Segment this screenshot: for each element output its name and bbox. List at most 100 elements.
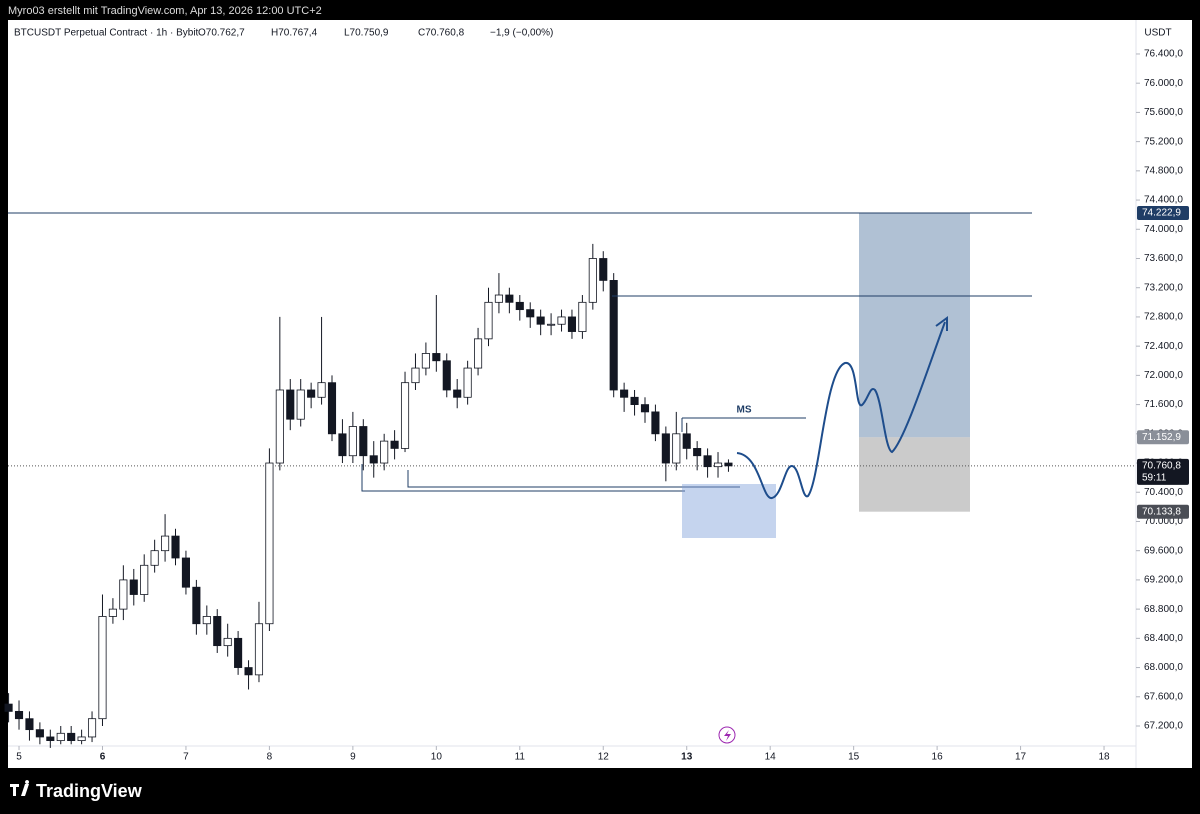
arrow-head xyxy=(935,316,948,331)
candle-body xyxy=(192,586,201,625)
ohlc: O70.762,7 H70.767,4 L70.750,9 C70.760,8 … xyxy=(198,28,553,39)
price-label-bg xyxy=(1137,458,1189,485)
price-label: 74.222,9 xyxy=(1142,208,1181,219)
candle-body xyxy=(547,323,556,326)
x-tick-label: 5 xyxy=(16,752,22,763)
currency: USDT xyxy=(1144,28,1171,39)
y-tick-label: 74.000,0 xyxy=(1144,224,1183,235)
candle-body xyxy=(234,637,243,668)
chart-bg xyxy=(8,20,1192,768)
candle-body xyxy=(317,382,326,398)
y-tick-label: 72.000,0 xyxy=(1144,370,1183,381)
ohlc-open: O70.762,7 xyxy=(198,28,245,39)
x-tick-label: 16 xyxy=(932,752,944,763)
candle-body xyxy=(567,316,577,332)
ohlc-low: L70.750,9 xyxy=(344,28,389,39)
x-tick-label: 8 xyxy=(267,752,273,763)
candle-body xyxy=(661,433,670,464)
x-tick-label: 12 xyxy=(598,752,610,763)
x-tick-label: 10 xyxy=(431,752,443,763)
y-tick-label: 70.000,0 xyxy=(1144,516,1183,527)
candle-body xyxy=(724,462,733,467)
candle-body xyxy=(265,462,274,625)
loss-zone xyxy=(859,437,970,512)
candle-body xyxy=(296,389,305,420)
y-tick-label: 69.600,0 xyxy=(1144,545,1183,556)
x-tick-label: 13 xyxy=(681,752,693,763)
symbol: BTCUSDT Perpetual Contract · 1h · Bybit xyxy=(14,28,199,39)
candle-body xyxy=(4,703,13,712)
candle-body xyxy=(161,535,170,552)
candle-body xyxy=(713,462,723,468)
y-tick-label: 72.800,0 xyxy=(1144,312,1183,323)
y-tick-label: 70.400,0 xyxy=(1144,487,1183,498)
candle-body xyxy=(526,309,535,318)
price-label-bg xyxy=(1137,504,1189,519)
x-tick-label: 11 xyxy=(515,752,526,763)
candle-body xyxy=(578,301,587,332)
price-label: 70.133,8 xyxy=(1142,506,1181,517)
candle-body xyxy=(557,316,566,325)
y-tick-label: 69.200,0 xyxy=(1144,575,1183,586)
x-tick-label: 17 xyxy=(1015,752,1027,763)
candle-body xyxy=(56,732,65,742)
projection-path xyxy=(736,321,946,499)
y-tick-label: 68.800,0 xyxy=(1144,604,1183,615)
low-line xyxy=(407,470,740,488)
price-label-bg xyxy=(1137,430,1189,445)
x-tick-label: 14 xyxy=(765,752,777,763)
credit: Myro03 erstellt mit TradingView.com, Apr… xyxy=(8,5,322,17)
y-tick-label: 76.000,0 xyxy=(1144,78,1183,89)
candle-body xyxy=(181,557,190,588)
y-tick-label: 73.200,0 xyxy=(1144,282,1183,293)
candle-body xyxy=(307,389,316,398)
candle-body xyxy=(213,616,222,647)
candle-body xyxy=(77,736,86,742)
y-tick-label: 75.200,0 xyxy=(1144,136,1183,147)
y-tick-label: 67.200,0 xyxy=(1144,721,1183,732)
ohlc-change: −1,9 (−0,00%) xyxy=(490,28,553,39)
candle-body xyxy=(171,535,180,559)
candle-body xyxy=(275,389,284,464)
candle-body xyxy=(129,579,138,595)
y-tick-label: 68.400,0 xyxy=(1144,633,1183,644)
ohlc-close: C70.760,8 xyxy=(418,28,465,39)
candle-body xyxy=(14,710,24,720)
candle-body xyxy=(474,338,483,369)
candle-body xyxy=(359,426,368,457)
candle-body xyxy=(588,258,597,303)
drawings xyxy=(8,212,1136,512)
candle-body xyxy=(400,382,410,449)
candle-body xyxy=(620,389,629,398)
demand-zone xyxy=(682,484,776,538)
candle-body xyxy=(536,316,545,325)
candle-body xyxy=(369,455,378,464)
candle-body xyxy=(672,433,681,464)
candle-body xyxy=(463,367,472,398)
x-tick-label: 6 xyxy=(100,752,106,763)
candle-body xyxy=(348,426,357,457)
price-axis: 67.200,0 67.600,0 68.000,0 68.400,0 68.800,0… xyxy=(16,49,1189,763)
candle-body xyxy=(599,258,608,281)
candle-body xyxy=(453,389,462,398)
candle-body xyxy=(515,301,524,311)
candle-body xyxy=(87,718,97,738)
candle-body xyxy=(25,718,34,731)
y-tick-label: 76.400,0 xyxy=(1144,49,1183,60)
y-tick-label: 74.800,0 xyxy=(1144,165,1183,176)
event-icon xyxy=(724,730,731,741)
countdown: 59:11 xyxy=(1142,473,1167,484)
candle-body xyxy=(494,294,503,303)
y-tick-label: 74.400,0 xyxy=(1144,195,1183,206)
candle-body xyxy=(140,564,149,595)
x-tick-label: 9 xyxy=(350,752,356,763)
candle-body xyxy=(432,353,441,362)
profit-zone xyxy=(859,212,970,438)
candle-body xyxy=(390,440,399,449)
candle-body xyxy=(46,736,55,742)
price-label: 71.152,9 xyxy=(1142,432,1181,443)
candle-body xyxy=(380,440,389,464)
candle-body xyxy=(67,732,76,742)
candle-body xyxy=(411,367,420,384)
